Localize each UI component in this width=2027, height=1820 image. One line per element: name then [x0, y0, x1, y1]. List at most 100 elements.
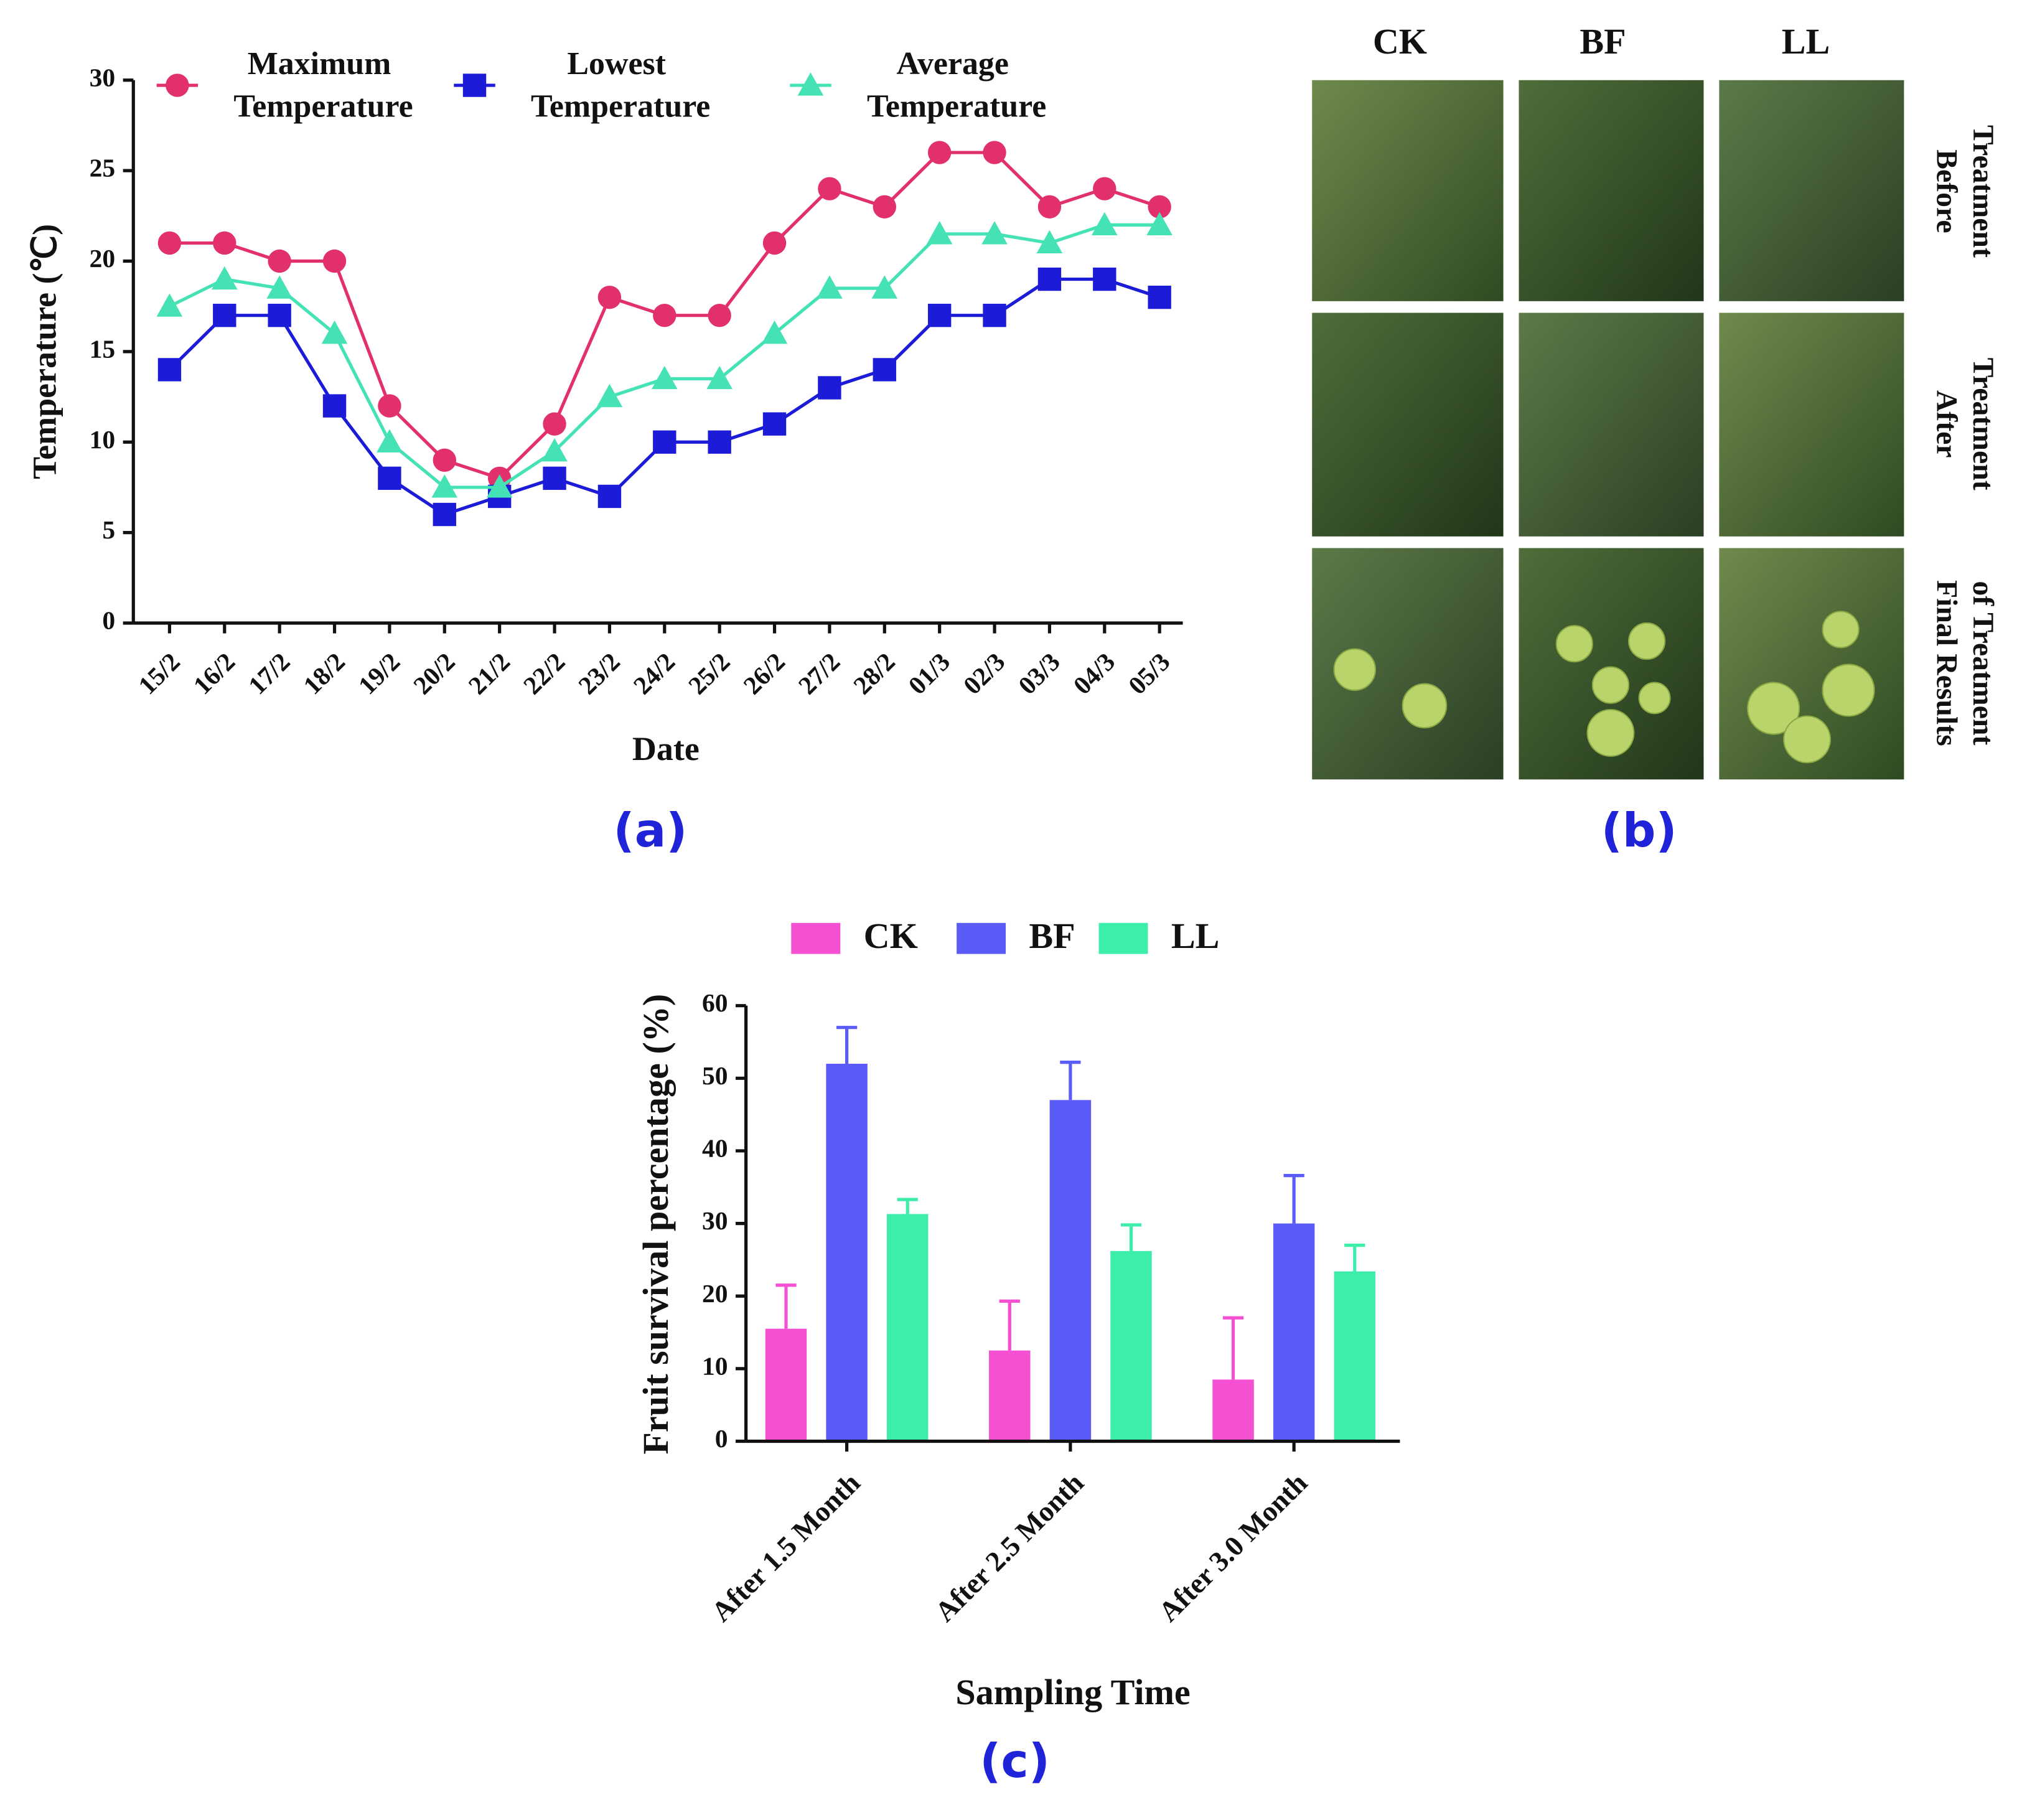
- marker: [268, 304, 291, 327]
- error-bar: [1222, 1316, 1244, 1380]
- marker: [983, 304, 1006, 327]
- marker: [431, 474, 458, 498]
- legend-label: Lowest Temperature: [531, 46, 710, 124]
- marker: [433, 502, 456, 527]
- marker: [653, 304, 676, 327]
- y-tick-label: 15: [90, 334, 116, 363]
- legend-label: BF: [1029, 916, 1075, 956]
- marker: [873, 358, 896, 382]
- marker: [1148, 285, 1171, 309]
- x-axis-label: Date: [632, 730, 700, 767]
- marker: [761, 321, 788, 344]
- row-label-line: Treatment: [1967, 125, 2000, 258]
- x-tick-label: 01/3: [903, 647, 956, 700]
- marker: [213, 231, 236, 255]
- bar: [1334, 1271, 1375, 1442]
- legend-label: LL: [1171, 916, 1220, 956]
- marker: [927, 141, 952, 164]
- x-tick-label: 17/2: [243, 647, 296, 700]
- marker: [1036, 230, 1063, 254]
- marker: [1037, 195, 1062, 218]
- error-bar: [999, 1299, 1020, 1351]
- marker: [266, 275, 293, 299]
- row-label: Final Results of Treatment: [1931, 580, 2000, 746]
- photo: [1312, 80, 1504, 301]
- marker: [157, 231, 182, 255]
- panel-caption: (c): [980, 1734, 1050, 1788]
- y-tick-label: 0: [715, 1424, 728, 1453]
- marker: [1148, 195, 1171, 218]
- photo: [1719, 80, 1904, 301]
- marker: [708, 304, 731, 327]
- x-tick-label: After 2.5 Month: [929, 1466, 1090, 1628]
- marker: [433, 448, 456, 472]
- y-tick-label: 20: [702, 1279, 728, 1308]
- marker: [873, 195, 896, 218]
- error-bar: [775, 1283, 797, 1329]
- marker: [818, 376, 841, 400]
- marker: [1092, 212, 1118, 235]
- y-tick-label: 0: [102, 606, 115, 635]
- x-tick-label: 28/2: [848, 647, 901, 700]
- marker: [378, 394, 401, 418]
- y-axis-label: Temperature (℃): [26, 224, 63, 479]
- row-label: Before Treatment: [1931, 125, 2000, 258]
- marker: [706, 365, 733, 390]
- x-tick-label: 24/2: [628, 647, 681, 700]
- legend-label: Average Temperature: [867, 46, 1046, 124]
- row-label-line: After: [1931, 390, 1964, 458]
- fruits: [1333, 611, 1875, 764]
- marker: [378, 466, 401, 490]
- y-tick-label: 25: [90, 154, 116, 182]
- error-bar: [836, 1026, 858, 1064]
- y-tick-label: 40: [702, 1133, 728, 1162]
- panel-caption: (a): [614, 804, 688, 858]
- x-axis-label: Sampling Time: [955, 1672, 1190, 1712]
- x-tick-label: After 1.5 Month: [705, 1466, 866, 1628]
- marker: [1093, 267, 1116, 291]
- legend-swatch: [957, 922, 1006, 954]
- marker: [983, 141, 1006, 164]
- marker: [596, 383, 623, 408]
- marker: [462, 73, 487, 97]
- y-tick-label: 50: [702, 1061, 728, 1090]
- row-label-line: Treatment: [1967, 358, 2000, 490]
- bar: [989, 1350, 1031, 1442]
- y-tick-label: 60: [702, 988, 728, 1017]
- marker: [871, 275, 898, 299]
- photo: [1519, 312, 1704, 537]
- marker: [927, 304, 952, 327]
- marker: [322, 249, 347, 273]
- x-tick-label: 03/3: [1013, 647, 1065, 700]
- y-tick-label: 30: [702, 1206, 728, 1235]
- error-bar: [897, 1198, 918, 1214]
- marker: [1146, 212, 1173, 235]
- bar: [826, 1063, 868, 1442]
- y-tick-label: 30: [90, 63, 116, 91]
- x-tick-label: 26/2: [737, 647, 790, 700]
- y-axis-label: Fruit survival percentage (%): [635, 994, 676, 1455]
- x-tick-label: 04/3: [1068, 647, 1121, 700]
- photo: [1519, 80, 1704, 301]
- x-tick-label: After 3.0 Month: [1152, 1466, 1313, 1628]
- bar: [1212, 1379, 1254, 1442]
- marker: [322, 394, 347, 418]
- column-label: LL: [1782, 21, 1830, 62]
- bar: [765, 1328, 807, 1442]
- y-tick-label: 20: [90, 244, 116, 273]
- row-label-line: of Treatment: [1967, 581, 2000, 745]
- x-tick-label: 18/2: [297, 647, 350, 700]
- column-label: CK: [1373, 21, 1427, 62]
- marker: [653, 430, 676, 454]
- marker: [797, 72, 824, 96]
- marker: [652, 365, 678, 390]
- row-label-line: Before: [1931, 149, 1964, 233]
- column-label: BF: [1580, 21, 1626, 62]
- marker: [762, 412, 787, 436]
- photo: [1312, 312, 1504, 537]
- marker: [597, 285, 622, 309]
- marker: [166, 73, 189, 97]
- x-tick-label: 21/2: [463, 647, 516, 700]
